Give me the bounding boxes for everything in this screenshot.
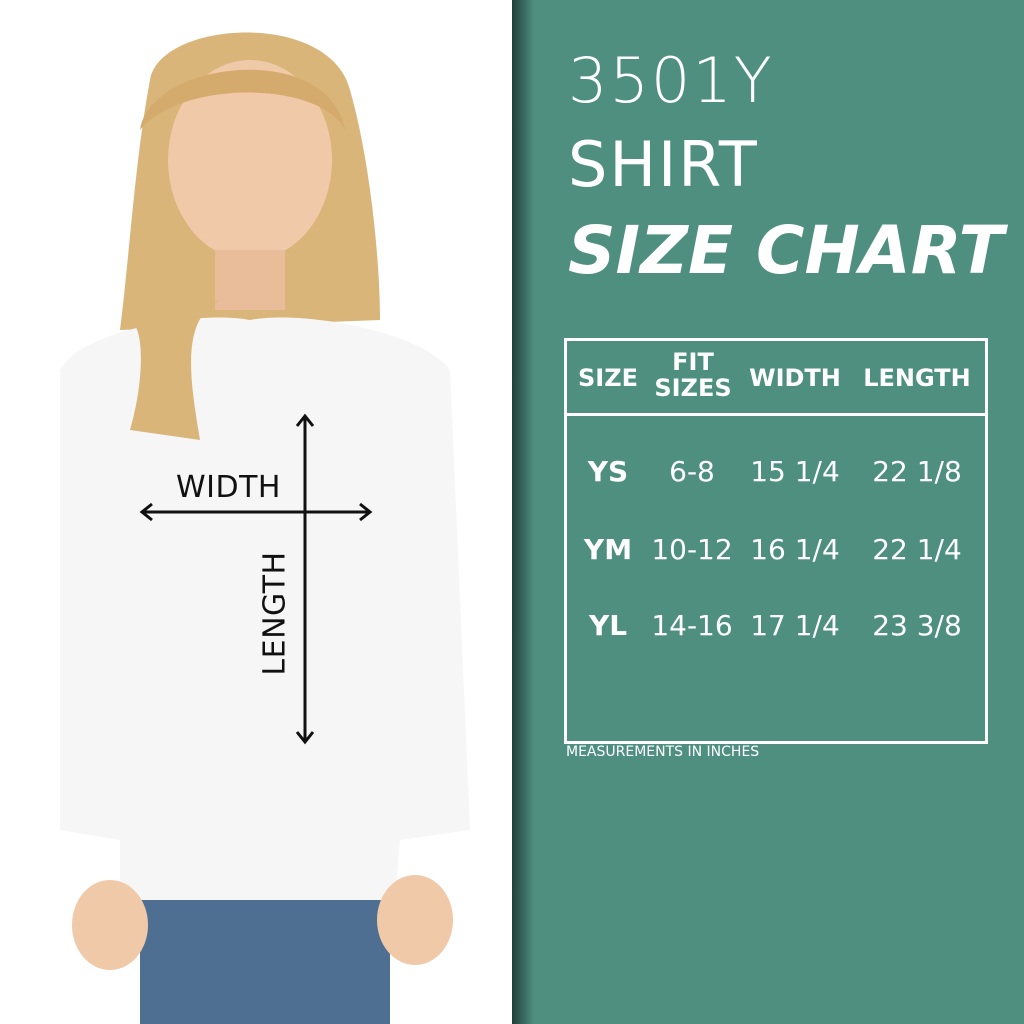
length-label: LENGTH <box>257 551 293 676</box>
cell-size: YL <box>588 609 628 642</box>
model-photo: WIDTH LENGTH <box>72 32 453 1024</box>
table-header: SIZE FIT SIZES WIDTH LENGTH <box>567 341 985 416</box>
cell-width: 16 1/4 <box>750 533 840 566</box>
cell-size: YS <box>587 455 629 488</box>
size-chart-panel: 3501Y SHIRT SIZE CHART SIZE FIT SIZES WI… <box>512 0 1024 1024</box>
header-size: SIZE <box>577 364 638 392</box>
cell-fit: 10-12 <box>651 533 733 566</box>
product-type: SHIRT <box>568 128 759 201</box>
header-fit-sizes: FIT SIZES <box>654 348 732 402</box>
chart-title: SIZE CHART <box>568 212 1004 289</box>
width-label: WIDTH <box>176 470 281 505</box>
cell-length: 23 3/8 <box>872 609 962 642</box>
measurement-note: MEASUREMENTS IN INCHES <box>566 744 760 760</box>
product-code: 3501Y <box>568 44 774 117</box>
cell-fit: 6-8 <box>669 455 715 488</box>
cell-size: YM <box>583 533 633 566</box>
size-table: SIZE FIT SIZES WIDTH LENGTH YS 6-8 15 1/… <box>564 338 988 744</box>
cell-fit: 14-16 <box>651 609 733 642</box>
header-width: WIDTH <box>749 364 841 392</box>
cell-length: 22 1/8 <box>872 455 962 488</box>
girl-in-shirt-illustration <box>72 32 453 1024</box>
cell-length: 22 1/4 <box>872 533 962 566</box>
header-length: LENGTH <box>863 364 971 392</box>
cell-width: 15 1/4 <box>750 455 840 488</box>
cell-width: 17 1/4 <box>750 609 840 642</box>
